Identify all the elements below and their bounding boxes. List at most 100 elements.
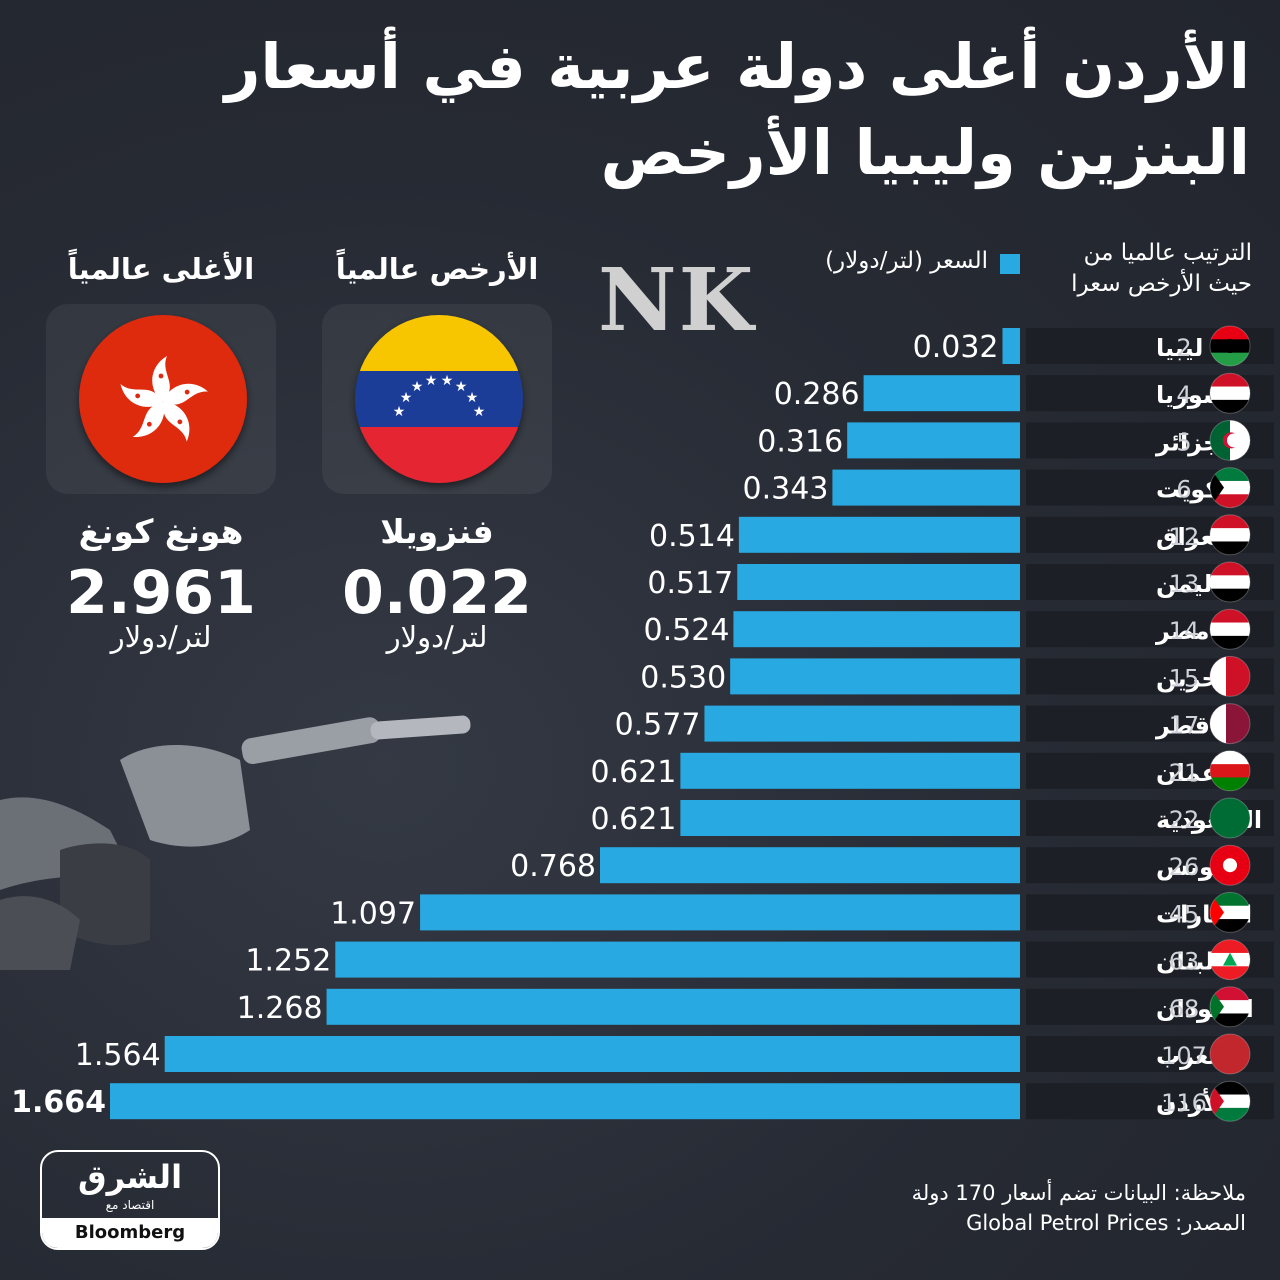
fuel-nozzle-icon — [0, 715, 471, 970]
svg-text:★: ★ — [441, 373, 454, 389]
value-label: 0.032 — [913, 330, 999, 365]
bar — [704, 705, 1020, 742]
bar — [335, 941, 1020, 978]
saudi-flag-icon — [1209, 797, 1251, 839]
rank-label: 22 — [1169, 806, 1200, 834]
bar — [733, 611, 1020, 648]
bar — [730, 658, 1020, 695]
rank-label: 4 — [1176, 381, 1191, 409]
tunisia-flag-icon — [1209, 844, 1251, 886]
value-label: 0.621 — [591, 755, 677, 790]
value-label: 0.286 — [774, 377, 860, 412]
syria-flag-icon — [1209, 372, 1251, 414]
bar — [164, 1036, 1020, 1072]
svg-text:★: ★ — [411, 379, 424, 395]
rank-header: الترتيب عالميا من حيث الأرخص سعرا — [1022, 238, 1252, 300]
bar — [420, 894, 1020, 931]
cheapest-unit: لتر/دولار — [386, 620, 488, 654]
value-label: 0.343 — [743, 472, 829, 507]
kuwait-flag-icon — [1209, 467, 1251, 509]
value-label: 0.530 — [640, 660, 726, 695]
footer-notes: ملاحظة: البيانات تضم أسعار 170 دولة المص… — [912, 1178, 1246, 1238]
svg-text:★: ★ — [393, 404, 406, 420]
country-label: لبنان — [1156, 948, 1214, 976]
country-label: اليمن — [1156, 570, 1221, 598]
title-line-2: البنزين وليبيا الأرخص — [600, 116, 1250, 189]
qatar-flag-icon — [1209, 703, 1251, 745]
algeria-flag-icon — [1209, 419, 1251, 461]
rank-label: 6 — [1176, 476, 1191, 504]
country-label: مصر — [1155, 617, 1209, 645]
bar — [110, 1083, 1020, 1120]
lebanon-flag-icon — [1209, 939, 1251, 981]
bar — [1002, 328, 1020, 364]
bar — [600, 847, 1020, 884]
legend: السعر (لتر/دولار) — [790, 244, 1020, 284]
most-expensive-heading: الأغلى عالمياً — [67, 252, 255, 286]
value-label: 1.268 — [237, 991, 323, 1026]
cheapest-heading: الأرخص عالمياً — [335, 252, 539, 286]
morocco-flag-icon — [1209, 1033, 1251, 1075]
value-label: 0.577 — [615, 708, 701, 743]
legend-swatch — [1000, 254, 1020, 274]
rank-label: 17 — [1169, 712, 1200, 740]
logo-arabic: الشرق — [77, 1158, 183, 1196]
bar — [680, 800, 1020, 836]
rank-label: 2 — [1176, 334, 1191, 362]
bar — [863, 375, 1020, 412]
rank-header-line-2: حيث الأرخص سعرا — [1071, 271, 1252, 297]
country-label: ليبيا — [1156, 334, 1203, 362]
most-expensive-unit: لتر/دولار — [110, 620, 212, 654]
title-line-1: الأردن أغلى دولة عربية في أسعار — [224, 30, 1250, 103]
rank-label: 63 — [1169, 948, 1200, 976]
most-expensive-value: 2.961 — [66, 558, 256, 628]
rank-label: 12 — [1169, 523, 1200, 551]
bar — [680, 752, 1020, 789]
rank-label: 5 — [1176, 428, 1191, 456]
rank-label: 26 — [1169, 853, 1200, 881]
hong-kong-flag-icon — [79, 315, 247, 483]
value-label: 1.664 — [11, 1085, 106, 1120]
rank-label: 116 — [1161, 1089, 1207, 1117]
rank-header-line-1: الترتيب عالميا من — [1083, 240, 1252, 266]
value-label: 0.768 — [510, 849, 596, 884]
libya-flag-icon — [1209, 325, 1251, 367]
svg-text:★: ★ — [466, 390, 479, 406]
oman-flag-icon — [1209, 750, 1251, 792]
rank-label: 14 — [1169, 617, 1200, 645]
footer-source: المصدر: Global Petrol Prices — [966, 1211, 1246, 1235]
value-label: 0.517 — [647, 566, 733, 601]
value-label: 1.252 — [245, 944, 331, 979]
bar — [832, 469, 1020, 506]
most-expensive-country: هونغ كونغ — [78, 512, 244, 551]
value-label: 0.316 — [757, 424, 843, 459]
rank-label: 68 — [1169, 995, 1200, 1023]
uae-flag-icon — [1209, 891, 1251, 933]
value-label: 0.621 — [591, 802, 677, 837]
egypt-flag-icon — [1209, 608, 1251, 650]
sudan-flag-icon — [1209, 986, 1251, 1028]
country-label: عمان — [1156, 759, 1218, 787]
nk-watermark: NK — [598, 250, 756, 351]
page-title: الأردن أغلى دولة عربية في أسعار البنزين … — [30, 24, 1250, 196]
bar — [738, 516, 1020, 553]
svg-text:★: ★ — [400, 390, 413, 406]
value-label: 0.524 — [644, 613, 730, 648]
asharq-bloomberg-logo: الشرق اقتصاد مع Bloomberg — [40, 1150, 220, 1250]
venezuela-flag-icon: ★★★ ★ ★ ★ ★★ — [355, 315, 523, 483]
jordan-flag-icon — [1209, 1080, 1251, 1122]
most-expensive-card — [46, 304, 276, 494]
yemen-flag-icon — [1209, 561, 1251, 603]
cheapest-card: ★ ★ ★ ★ ★ ★ ★ ★ — [322, 304, 552, 494]
logo-english: Bloomberg — [42, 1218, 218, 1248]
rank-label: 107 — [1161, 1042, 1207, 1070]
bar — [326, 988, 1020, 1025]
rank-label: 13 — [1169, 570, 1200, 598]
cheapest-country: فنزويلا — [380, 512, 494, 551]
bar — [847, 422, 1020, 459]
value-label: 1.564 — [75, 1038, 161, 1073]
rank-label: 45 — [1169, 900, 1200, 928]
value-label: 0.514 — [649, 519, 735, 554]
svg-text:★: ★ — [455, 379, 468, 395]
